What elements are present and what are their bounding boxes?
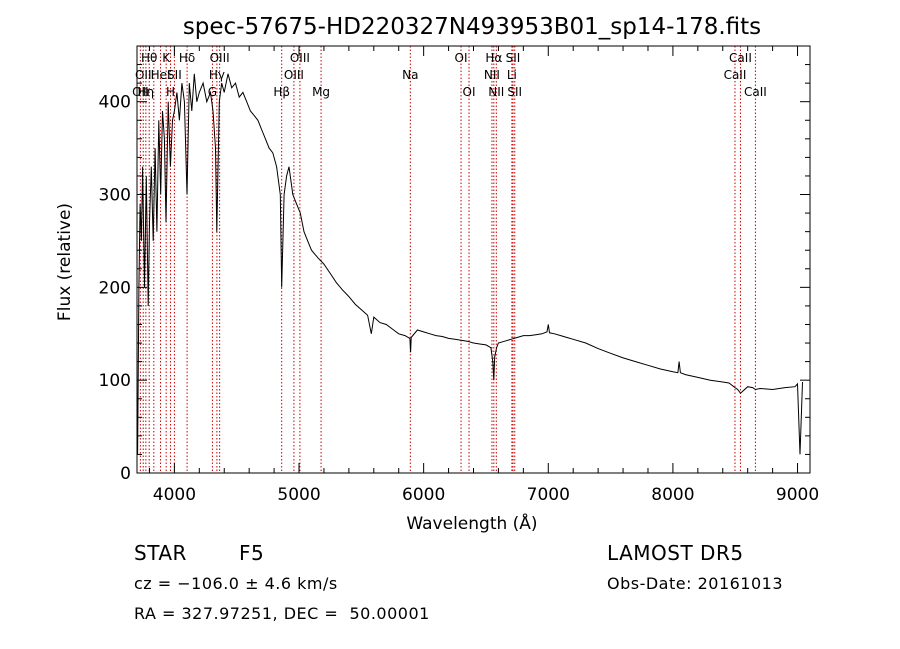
line-marker-label-11: Hγ [209, 68, 225, 82]
line-marker-label-8: SII [167, 68, 182, 82]
line-marker-label-14: OIII [284, 68, 304, 82]
line-markers [139, 46, 756, 473]
observation-date: Obs-Date: 20161013 [607, 574, 784, 593]
line-marker-label-20: NII [484, 68, 500, 82]
line-marker-label-6: K [162, 51, 171, 65]
line-marker-label-1: OII [135, 68, 152, 82]
line-marker-label-19: OI [463, 85, 476, 99]
line-marker-label-9: Hδ [179, 51, 195, 65]
y-axis-label: Flux (relative) [55, 203, 75, 321]
line-marker-label-25: SII [507, 85, 522, 99]
y-tick-label-0: 0 [120, 464, 131, 484]
y-axis: 0 100 200 300 400 [99, 45, 810, 484]
x-tick-label-9000: 9000 [776, 485, 819, 505]
line-marker-label-7: H [166, 85, 175, 99]
coordinates: RA = 327.97251, DEC = 50.00001 [134, 604, 430, 623]
line-marker-label-27: CaII [729, 51, 752, 65]
y-tick-label-300: 300 [99, 186, 131, 206]
line-marker-label-21: Hα [485, 51, 502, 65]
x-tick-label-8000: 8000 [651, 485, 694, 505]
spectrum-line [136, 73, 803, 455]
x-tick-label-5000: 5000 [277, 485, 320, 505]
line-marker-label-24: SII [506, 51, 521, 65]
x-axis-label: Wavelength (Å) [406, 512, 537, 534]
y-tick-label-100: 100 [99, 371, 131, 391]
line-marker-label-2: Hη [138, 85, 155, 99]
line-marker-label-23: Li [507, 68, 517, 82]
x-tick-label-7000: 7000 [527, 485, 570, 505]
line-marker-label-12: OIII [210, 51, 230, 65]
object-class: STAR [134, 541, 187, 565]
line-marker-label-3: Hθ [141, 51, 157, 65]
line-marker-label-17: Na [402, 68, 418, 82]
line-marker-label-15: OIII [290, 51, 310, 65]
line-marker-label-26: CaII [724, 68, 747, 82]
subclass: F5 [239, 541, 265, 565]
y-tick-label-200: 200 [99, 278, 131, 298]
line-marker-label-5: HeI [151, 68, 171, 82]
chart-title: spec-57675-HD220327N493953B01_sp14-178.f… [183, 14, 761, 40]
line-marker-label-28: CaII [744, 85, 767, 99]
line-marker-label-13: Hβ [273, 85, 290, 99]
line-marker-label-18: OI [455, 51, 468, 65]
line-marker-label-22: NII [488, 85, 504, 99]
survey-name: LAMOST DR5 [607, 541, 744, 565]
x-tick-label-6000: 6000 [402, 485, 445, 505]
line-marker-label-10: G [208, 85, 217, 99]
line-marker-label-16: Mg [312, 85, 330, 99]
line-marker-label-0: OII [132, 85, 149, 99]
line-marker-labels: OIIOIIHηHθHeIKHSIIHδGHγOIIIHβOIIIOIIIMgN… [132, 51, 767, 99]
y-tick-label-400: 400 [99, 93, 131, 113]
plot-frame [136, 45, 811, 474]
redshift-velocity: cz = −106.0 ± 4.6 km/s [134, 574, 338, 593]
x-tick-label-4000: 4000 [153, 485, 196, 505]
x-axis: 4000 5000 6000 7000 8000 9000 [148, 46, 819, 505]
